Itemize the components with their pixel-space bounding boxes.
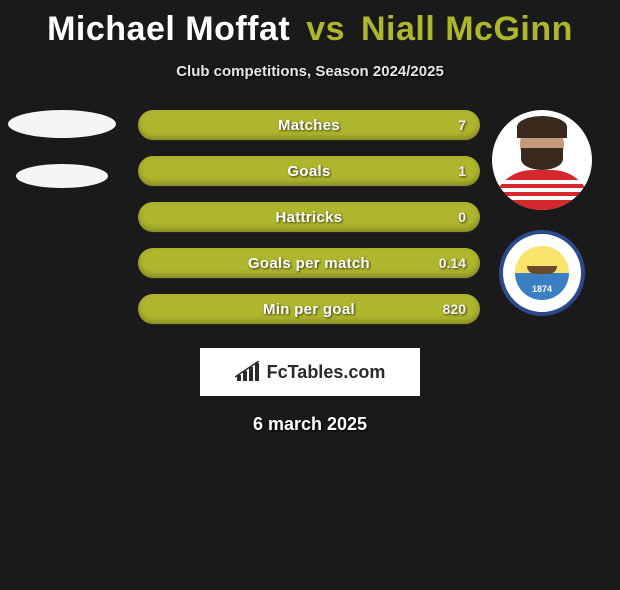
jersey-stripe [492,188,592,192]
stat-value: 0 [458,202,466,232]
comparison-page: Michael Moffat vs Niall McGinn Club comp… [0,10,620,590]
crest-center: 1874 [515,246,569,300]
player2-club-crest: 1874 [499,230,585,316]
player2-images: 1874 [492,110,592,316]
hair-shape [517,116,567,138]
avatar-illustration [492,110,592,210]
player1-name: Michael Moffat [47,10,290,48]
beard-shape [521,148,563,170]
stat-label: Goals [138,156,480,186]
crest-boat-icon [527,266,557,274]
crest-year: 1874 [515,284,569,294]
brand-box[interactable]: FcTables.com [200,348,420,396]
brand-text: FcTables.com [267,362,386,383]
stat-label: Hattricks [138,202,480,232]
stat-bar-matches: Matches 7 [138,110,480,140]
page-title: Michael Moffat vs Niall McGinn [0,10,620,49]
player1-photo-placeholder [8,110,116,138]
stat-bar-min-per-goal: Min per goal 820 [138,294,480,324]
stat-bar-goals-per-match: Goals per match 0.14 [138,248,480,278]
bar-chart-icon [235,361,261,383]
jersey-stripe [492,196,592,200]
vs-label: vs [306,10,345,48]
player1-images [8,110,118,214]
stat-bars: Matches 7 Goals 1 Hattricks 0 Goals per … [138,110,480,324]
jersey-stripe [492,180,592,184]
content-area: Matches 7 Goals 1 Hattricks 0 Goals per … [0,110,620,324]
stat-value: 0.14 [439,248,466,278]
stat-bar-goals: Goals 1 [138,156,480,186]
subtitle: Club competitions, Season 2024/2025 [0,63,620,80]
player2-photo [492,110,592,210]
stat-value: 7 [458,110,466,140]
date-label: 6 march 2025 [0,414,620,435]
stat-label: Goals per match [138,248,480,278]
stat-bar-hattricks: Hattricks 0 [138,202,480,232]
stat-label: Matches [138,110,480,140]
player1-club-placeholder [16,164,108,188]
stat-value: 820 [443,294,466,324]
stat-label: Min per goal [138,294,480,324]
stat-value: 1 [458,156,466,186]
player2-name: Niall McGinn [361,10,573,48]
